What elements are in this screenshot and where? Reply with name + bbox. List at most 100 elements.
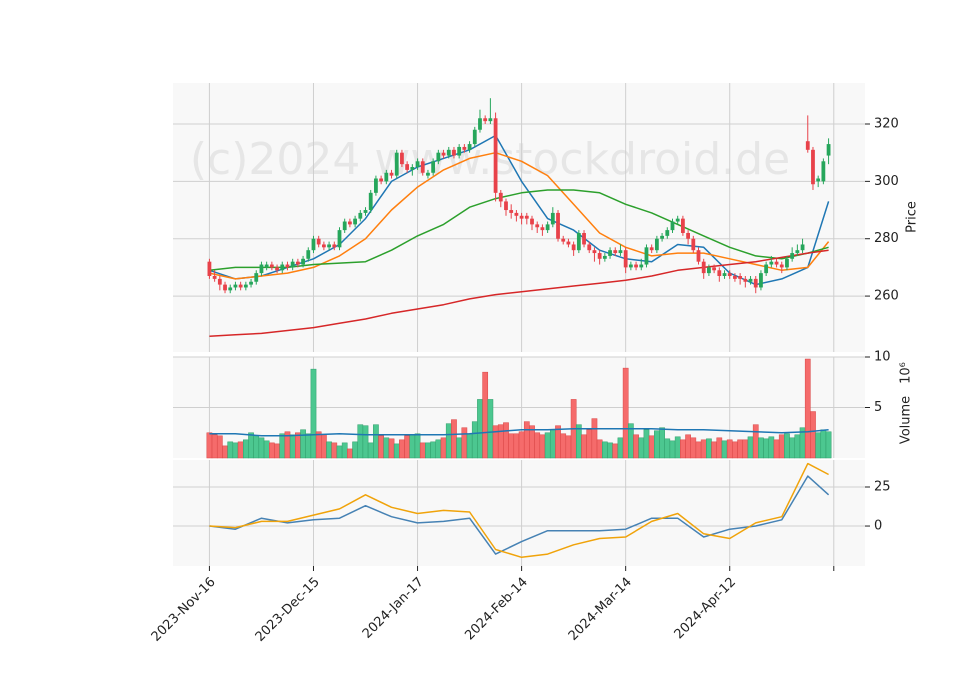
volume-bar (289, 434, 296, 459)
candle-body (628, 264, 633, 268)
candle-body (452, 149, 456, 156)
volume-bar (612, 443, 619, 459)
moving-average (209, 249, 829, 337)
candle-body (587, 244, 592, 251)
candle-body (348, 221, 352, 225)
candle-body (582, 232, 586, 245)
candle-body (467, 144, 472, 150)
volume-bar (789, 437, 796, 459)
price-panel (173, 83, 865, 352)
y-tick-label: 0 (874, 519, 882, 534)
volume-bar (222, 445, 228, 459)
volume-bar (211, 434, 218, 459)
candle-body (753, 278, 758, 288)
candle-body (446, 149, 451, 156)
volume-bar (414, 433, 421, 459)
candle-body (384, 172, 389, 182)
volume-bar (232, 442, 239, 459)
volume-bar (622, 367, 629, 459)
candle-body (826, 144, 831, 156)
candle-body (327, 244, 331, 248)
candle-body (524, 215, 529, 219)
candle-body (660, 235, 664, 239)
volume-bar (373, 424, 379, 459)
y-tick-label: 260 (874, 289, 899, 304)
candle-body (420, 161, 425, 173)
candle-body (623, 250, 628, 268)
candle-body (337, 230, 342, 248)
volume-bar (664, 438, 671, 459)
candle-body (759, 273, 763, 288)
candle-body (509, 210, 514, 213)
volume-bar (477, 399, 483, 459)
candle-body (540, 227, 545, 231)
volume-bar (399, 439, 405, 459)
candle-body (748, 278, 753, 282)
volume-bar (763, 438, 769, 459)
volume-bar (711, 441, 717, 459)
candle-body (306, 250, 311, 259)
candle-body (743, 278, 748, 282)
volume-bar (752, 424, 759, 459)
volume-bar (440, 437, 447, 459)
candle-body (530, 218, 534, 225)
volume-bar (529, 425, 535, 459)
candle-body (691, 238, 696, 251)
volume-bar (357, 424, 364, 459)
candle-body (571, 244, 576, 251)
candle-body (478, 118, 482, 130)
volume-bar (378, 435, 384, 459)
volume-bar (471, 421, 478, 459)
volume-bar (560, 433, 567, 459)
candle-body (592, 250, 597, 254)
volume-bar (758, 437, 764, 459)
candle-body (332, 244, 337, 248)
volume-bar (326, 441, 332, 459)
volume-bar (742, 439, 749, 459)
volume-bar (206, 432, 213, 459)
candle-body (717, 270, 722, 277)
candle-body (410, 167, 415, 170)
volume-bar (633, 434, 639, 459)
candle-body (733, 276, 737, 279)
candle-body (400, 152, 404, 165)
volume-bar (820, 429, 827, 459)
volume-bar (425, 442, 431, 459)
volume-bar (680, 439, 686, 459)
candle-body (259, 264, 264, 274)
candle-body (639, 264, 644, 268)
candle-body (701, 261, 706, 274)
candle-body (727, 273, 732, 277)
candle-body (233, 284, 238, 288)
volume-bar (383, 437, 390, 459)
candle-body (602, 255, 607, 259)
volume-bar (565, 435, 572, 459)
candle-body (290, 261, 295, 268)
candle-body (654, 238, 659, 251)
candle-body (722, 273, 727, 277)
moving-average (209, 189, 829, 272)
x-tick-label: 2024-Feb-14 (462, 575, 531, 644)
candle-body (295, 261, 300, 265)
x-tick-label: 2024-Mar-14 (566, 575, 635, 644)
volume-bar (492, 425, 499, 459)
y-tick-label: 320 (874, 117, 899, 132)
volume-bar (737, 439, 743, 459)
volume-bar (591, 418, 598, 459)
candle-body (207, 261, 212, 277)
volume-bar (367, 442, 374, 459)
volume-bar (706, 438, 712, 459)
candle-body (311, 238, 316, 251)
volume-bar (669, 440, 676, 459)
volume-bar (768, 436, 775, 459)
volume-bar (607, 442, 613, 459)
volume-bar (539, 434, 546, 459)
volume-bar (341, 442, 348, 459)
volume-bar (674, 436, 681, 459)
candle-body (363, 210, 368, 213)
volume-bar (409, 434, 416, 459)
candle-body (795, 250, 800, 254)
y-tick-label: 10 (874, 350, 891, 365)
volume-bar (305, 433, 312, 459)
volume-bar (315, 431, 322, 459)
